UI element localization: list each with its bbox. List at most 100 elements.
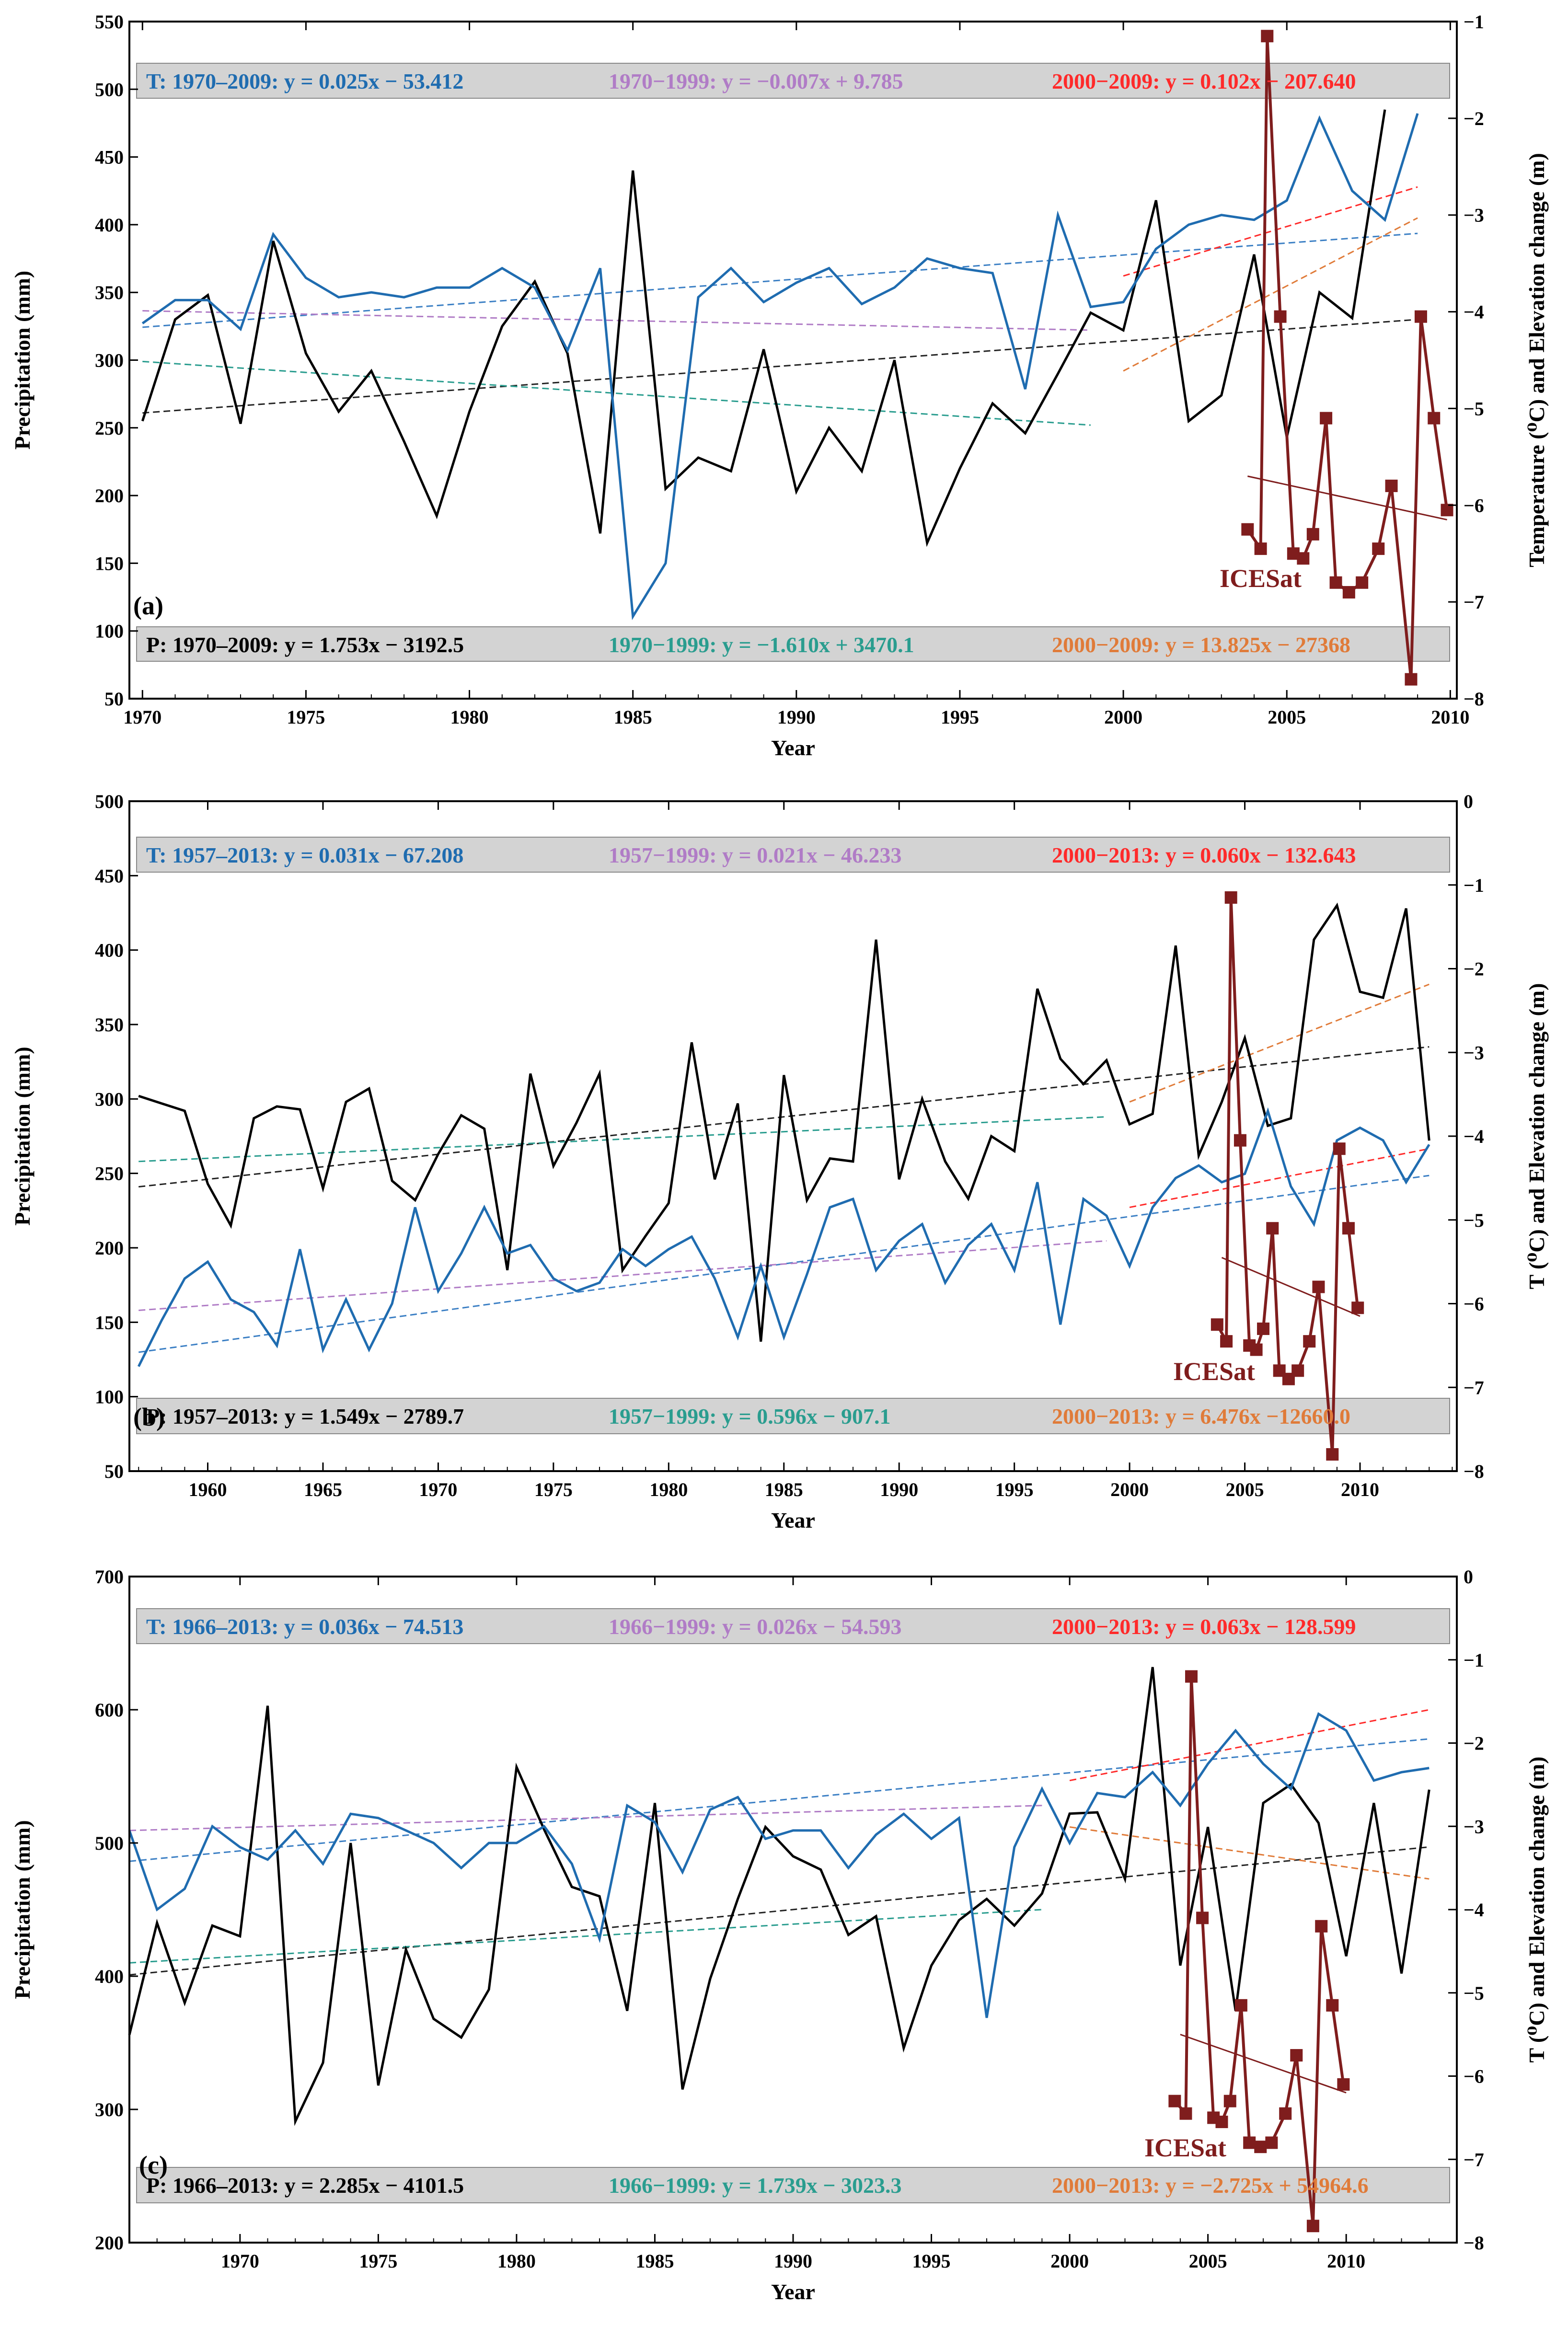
y-right-tick-label: −7 (1464, 591, 1484, 613)
trend-line-temp-red (1123, 186, 1418, 277)
x-tick-label: 1970 (419, 1479, 457, 1500)
icesat-marker (1257, 1322, 1270, 1335)
y-right-tick-label: −6 (1464, 1293, 1484, 1315)
trend-line-temp-purple (129, 1805, 1042, 1831)
x-axis-title: Year (771, 2280, 815, 2304)
y-left-tick-label: 400 (95, 214, 124, 236)
trend-line-precip-black (129, 1846, 1430, 1976)
y-right-tick-label: −3 (1464, 1042, 1484, 1063)
panel-a: ICESat 1970 1975 1980 1985 1990 1995 2000 2005 20… (10, 11, 1549, 760)
trend-line-precip-black (138, 1046, 1430, 1188)
y-right-tick-label: 0 (1464, 791, 1473, 812)
y-right-tick-label: −3 (1464, 1816, 1484, 1837)
precip-equation-early: 1970−1999: y = −1.610x + 3470.1 (609, 633, 914, 657)
trend-line-precip-teal (138, 1116, 1107, 1163)
y-right-tick-label: −8 (1464, 2232, 1484, 2254)
y-left-tick-label: 200 (95, 1237, 124, 1259)
x-tick-label: 2010 (1327, 2250, 1365, 2272)
temperature-line (128, 1712, 1430, 2018)
icesat-marker (1224, 891, 1237, 904)
panel-label: (c) (139, 2151, 168, 2179)
icesat-marker (1196, 1911, 1209, 1924)
icesat-marker (1405, 673, 1418, 686)
trend-line-icesat-icesat (1247, 475, 1447, 521)
x-tick-label: 1975 (359, 2250, 397, 2272)
temp-equation-late: 2000−2013: y = 0.060x − 132.643 (1052, 843, 1356, 867)
y-left-tick-label: 50 (104, 688, 124, 710)
temp-equation-full: T: 1966–2013: y = 0.036x − 74.513 (146, 1614, 463, 1639)
icesat-marker (1351, 1301, 1364, 1314)
y-left-tick-label: 400 (95, 940, 124, 961)
x-tick-label: 1980 (649, 1479, 688, 1500)
precip-equation-late: 2000−2013: y = −2.725x + 54964.6 (1052, 2173, 1369, 2198)
x-tick-label: 1970 (221, 2250, 259, 2272)
y-right-axis-title: T (⁰C) and Elevation change (m) (1524, 1756, 1549, 2062)
y-left-tick-label: 500 (95, 1832, 124, 1854)
x-tick-label: 2005 (1268, 706, 1306, 728)
y-left-tick-label: 350 (95, 1014, 124, 1036)
y-left-tick-label: 100 (95, 1386, 124, 1408)
x-tick-label: 1975 (287, 706, 325, 728)
precip-equation-box (136, 1398, 1450, 1434)
trend-line-precip-teal (129, 1909, 1042, 1964)
trend-line-temp-blue (142, 232, 1418, 328)
y-left-tick-label: 600 (95, 1699, 124, 1721)
y-left-axis-title: Precipitation (mm) (10, 271, 35, 449)
x-tick-label: 2000 (1104, 706, 1142, 728)
icesat-marker (1315, 1920, 1328, 1933)
y-right-axis-title: Temperature (⁰C) and Elevation change (m… (1524, 153, 1549, 567)
y-left-tick-label: 50 (104, 1461, 124, 1482)
x-tick-label: 2010 (1431, 706, 1469, 728)
x-tick-label: 1995 (995, 1479, 1034, 1500)
x-tick-label: 1985 (614, 706, 652, 728)
y-right-tick-label: −1 (1464, 11, 1484, 33)
y-right-tick-label: −6 (1464, 495, 1484, 516)
y-right-tick-label: −8 (1464, 1461, 1484, 1482)
x-tick-label: 2010 (1341, 1479, 1379, 1500)
icesat-marker (1414, 310, 1427, 323)
y-left-tick-label: 500 (95, 79, 124, 100)
y-right-tick-label: −6 (1464, 2066, 1484, 2087)
y-right-tick-label: −4 (1464, 301, 1484, 323)
x-tick-label: 1995 (941, 706, 979, 728)
temp-equation-early: 1970−1999: y = −0.007x + 9.785 (609, 69, 903, 93)
precip-equation-late: 2000−2009: y = 13.825x − 27368 (1052, 633, 1350, 657)
icesat-marker (1306, 2220, 1319, 2233)
icesat-marker (1356, 576, 1369, 589)
y-left-tick-label: 200 (95, 2232, 124, 2254)
y-right-tick-label: −4 (1464, 1899, 1484, 1921)
icesat-label: ICESat (1220, 564, 1302, 593)
temperature-line (141, 113, 1419, 621)
trend-line-temp-blue (138, 1174, 1430, 1353)
temp-equation-box (136, 837, 1450, 873)
y-left-axis-title: Precipitation (mm) (10, 1820, 35, 1999)
y-left-tick-label: 300 (95, 350, 124, 371)
x-tick-label: 1990 (777, 706, 816, 728)
icesat-marker (1215, 2116, 1228, 2129)
temp-equation-box (136, 1608, 1450, 1644)
icesat-marker (1306, 528, 1319, 541)
x-tick-label: 1980 (450, 706, 489, 728)
precipitation-line (128, 1667, 1430, 2126)
icesat-marker (1326, 1999, 1339, 2012)
precip-equation-box (136, 2167, 1450, 2203)
y-left-tick-label: 450 (95, 865, 124, 887)
temp-equation-full: T: 1970–2009: y = 0.025x − 53.412 (146, 69, 463, 93)
icesat-marker (1326, 1448, 1339, 1461)
trend-line-temp-purple (138, 1240, 1107, 1311)
icesat-marker (1266, 1222, 1279, 1235)
precip-equation-full: P: 1970–2009: y = 1.753x − 3192.5 (146, 633, 464, 657)
x-tick-label: 1990 (774, 2250, 812, 2272)
precip-equation-full: P: 1957–2013: y = 1.549x − 2789.7 (146, 1404, 464, 1428)
trend-line-precip-orange (1129, 983, 1430, 1103)
y-right-tick-label: 0 (1464, 1566, 1473, 1588)
x-tick-label: 1985 (765, 1479, 803, 1500)
icesat-marker (1211, 1318, 1223, 1331)
panel-label: (b) (133, 1403, 165, 1431)
icesat-marker (1220, 1335, 1233, 1348)
icesat-marker (1297, 552, 1310, 565)
x-tick-label: 1975 (534, 1479, 573, 1500)
icesat-marker (1223, 2095, 1236, 2107)
trend-line-precip-orange (1123, 217, 1418, 372)
